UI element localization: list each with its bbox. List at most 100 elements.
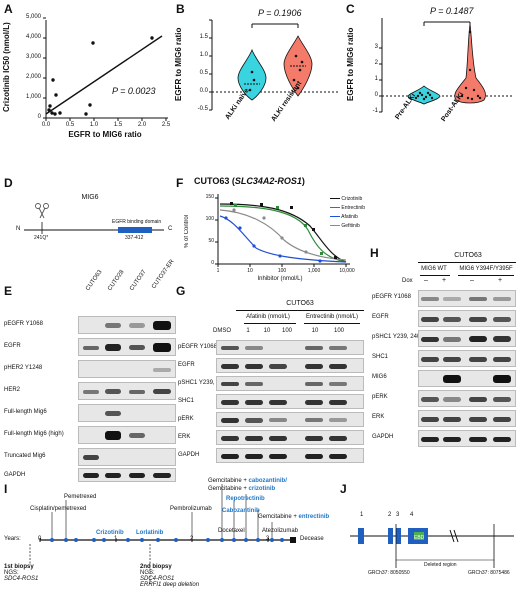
y-tick: 0 bbox=[211, 260, 214, 266]
panel-label-c: C bbox=[346, 2, 355, 16]
blot-egfr bbox=[418, 310, 516, 327]
mutation-label: 241Q* bbox=[34, 235, 49, 241]
blot-row-label: HER2 bbox=[4, 387, 21, 393]
panel-b-ylabel: EGFR to MIG6 ratio bbox=[174, 27, 183, 101]
event-pembrolizumab: Pembrolizumab bbox=[170, 506, 212, 512]
y-tick: 1.0 bbox=[199, 52, 208, 58]
lane-label: 1 bbox=[246, 328, 250, 334]
blot-gapdh bbox=[418, 430, 516, 447]
biopsy-2: 2nd biopsy NGS: SDC4-ROS1 ERRFI1 deep de… bbox=[140, 564, 200, 588]
blot-row-label: ERK bbox=[178, 434, 191, 440]
lane-label: CUTO37-ER bbox=[151, 258, 176, 290]
exon-1 bbox=[358, 528, 364, 544]
panel-label-f: F bbox=[176, 176, 184, 190]
blot-row-label: Truncated Mig6 bbox=[4, 453, 46, 459]
blot-row-label: EGFR bbox=[372, 314, 389, 320]
x-tick: 2.0 bbox=[137, 122, 147, 128]
deleted-region-label: Deleted region bbox=[424, 562, 457, 568]
gefitinib-curve bbox=[219, 209, 347, 261]
panel-label-b: B bbox=[176, 2, 185, 16]
blot-her2 bbox=[78, 382, 176, 400]
blot-row-label: pSHC1 Y239, 240 bbox=[178, 380, 227, 386]
panel-a-xlabel: EGFR to MIG6 ratio bbox=[68, 130, 142, 139]
right-coordinate: GRCh37: 8075486 bbox=[468, 570, 510, 576]
panel-f-title: CUTO63 (SLC34A2-ROS1) bbox=[194, 176, 305, 186]
x-tick: 0.0 bbox=[41, 122, 51, 128]
x-tick: 1.5 bbox=[113, 122, 123, 128]
blot-mig6 bbox=[78, 404, 176, 422]
event-decease: Decease bbox=[300, 536, 324, 542]
exon-label: 4 bbox=[410, 512, 414, 518]
panel-label-j: J bbox=[340, 482, 347, 496]
gene-structure bbox=[350, 524, 514, 568]
domain-range: 337-412 bbox=[125, 235, 144, 241]
regression-line bbox=[45, 35, 163, 115]
dox-value: – bbox=[470, 277, 474, 284]
y-tick: 50 bbox=[208, 238, 214, 244]
blot-perk bbox=[418, 390, 516, 407]
blot-row-label: pERK bbox=[372, 394, 388, 400]
panel-f-legend: Crizotinib Entrectinib Afatinib Gefitini… bbox=[330, 196, 365, 232]
blot-row-label: SHC1 bbox=[178, 398, 195, 404]
entrectinib-curve bbox=[219, 205, 347, 263]
panel-label-e: E bbox=[4, 284, 13, 298]
x-tick: 2.5 bbox=[161, 122, 171, 128]
blot-row-label: EGFR bbox=[178, 362, 195, 368]
y-tick: 0 bbox=[37, 114, 41, 120]
y-tick: 2,000 bbox=[25, 74, 41, 80]
panel-g-cell-line: CUTO63 bbox=[286, 300, 314, 307]
blot-row-label: pHER2 Y1248 bbox=[4, 365, 43, 371]
lane-label: CUTO28 bbox=[107, 269, 126, 292]
panel-f-ylabel: % of Control bbox=[184, 214, 190, 248]
blot-row-label: MIG6 bbox=[372, 374, 387, 380]
event-repotrectinib: Repotrectinib bbox=[226, 496, 265, 502]
panel-h-cell-line: CUTO63 bbox=[454, 252, 482, 259]
event-cabozantinib: Cabozantinib bbox=[222, 508, 260, 514]
panel-c-chart bbox=[379, 18, 514, 113]
panel-b-chart bbox=[209, 19, 338, 111]
x-tick: 100 bbox=[277, 268, 287, 274]
event-gem-entrec: Gemcitabine + entrectinib bbox=[258, 514, 330, 520]
panel-f-chart bbox=[215, 194, 350, 267]
decease-marker bbox=[290, 537, 296, 543]
blot-erk bbox=[418, 410, 516, 427]
event-dots bbox=[50, 538, 284, 542]
panel-b-pvalue: P = 0.1906 bbox=[258, 8, 302, 18]
blot-mig6 bbox=[418, 370, 516, 387]
event-pemetrexed: Pemetrexed bbox=[64, 494, 97, 500]
lane-label: 10 bbox=[263, 328, 271, 334]
blot-perk bbox=[216, 412, 364, 427]
blot-row-label: pEGFR Y1068 bbox=[178, 344, 217, 350]
x-tick: 1 bbox=[216, 268, 220, 274]
violin-post bbox=[454, 23, 486, 104]
blot-row-label: pERK bbox=[178, 416, 194, 422]
y-tick: 0 bbox=[374, 92, 378, 98]
y-tick: 0.5 bbox=[199, 70, 208, 76]
lane-label: DMSO bbox=[213, 328, 231, 334]
blot-pher2 bbox=[78, 360, 176, 378]
y-tick: 1 bbox=[374, 76, 378, 82]
exon-label: 2 bbox=[388, 512, 392, 518]
timeline-axis bbox=[29, 484, 296, 584]
violin-pre bbox=[407, 85, 441, 105]
panel-label-g: G bbox=[176, 284, 186, 298]
year-tick: 0 bbox=[38, 536, 42, 542]
panel-f-xlabel: Inhibitor (nmol/L) bbox=[257, 276, 303, 282]
panel-label-d: D bbox=[4, 176, 13, 190]
ebd-label: EBD bbox=[414, 535, 425, 541]
panel-label-a: A bbox=[4, 2, 13, 16]
year-tick: 1 bbox=[114, 536, 118, 542]
x-tick: 0.5 bbox=[65, 122, 75, 128]
event-lorlatinib: Lorlatinib bbox=[136, 530, 164, 536]
dox-value: – bbox=[424, 277, 428, 284]
panel-label-h: H bbox=[370, 246, 379, 260]
blot-pegfr bbox=[418, 290, 516, 307]
event-cisplatin: Cisplatin/pemetrexed bbox=[30, 506, 87, 512]
dox-label: Dox bbox=[402, 278, 413, 284]
blot-gapdh bbox=[78, 468, 176, 482]
event-crizotinib: Crizotinib bbox=[96, 530, 124, 536]
years-label: Years: bbox=[4, 536, 21, 542]
blot-row-label: GAPDH bbox=[4, 472, 26, 478]
scatter-points bbox=[47, 36, 154, 116]
blot-row-label: GAPDH bbox=[372, 434, 394, 440]
